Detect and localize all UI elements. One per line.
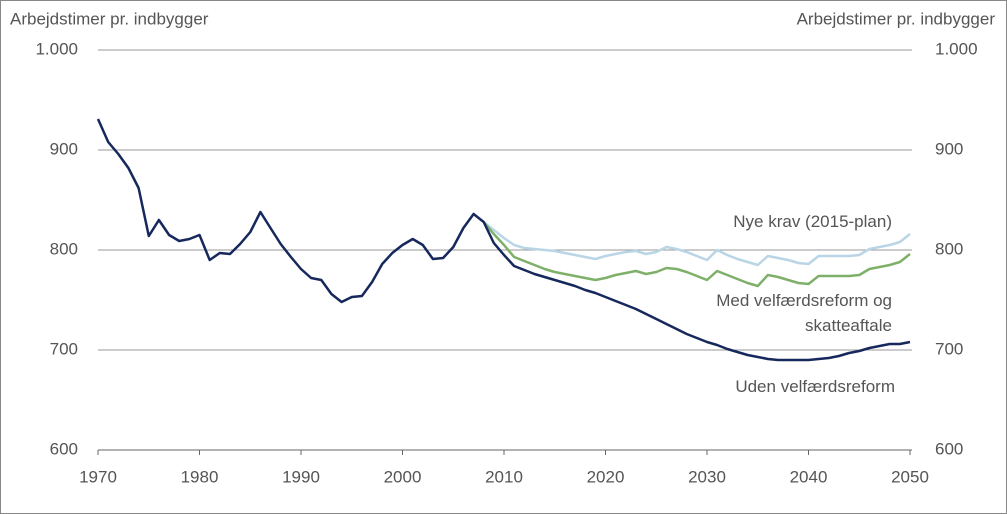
series-label: Uden velfærdsreform [735,377,895,396]
y-axis-label: Arbejdstimer pr. indbygger [10,9,209,28]
x-tick-label: 1980 [181,467,219,486]
y2-tick-label: 600 [935,439,963,458]
y2-tick-label: 900 [935,139,963,158]
x-tick-label: 2020 [587,467,625,486]
x-tick-label: 1990 [282,467,320,486]
y-tick-label: 800 [50,239,78,258]
x-tick-label: 2000 [384,467,422,486]
series-line [482,221,911,267]
x-tick-label: 2040 [790,467,828,486]
x-tick-label: 1970 [79,467,117,486]
series-line [96,118,911,362]
y-tick-label: 900 [50,139,78,158]
y2-tick-label: 700 [935,339,963,358]
x-tick-label: 2050 [891,467,929,486]
series-label: Med velfærdsreform og skatteaftale [716,291,892,335]
y2-tick-label: 1.000 [935,39,978,58]
x-tick-label: 2030 [688,467,726,486]
y-tick-label: 1.000 [35,39,78,58]
y2-axis-label: Arbejdstimer pr. indbygger [797,9,996,28]
y-tick-label: 700 [50,339,78,358]
y-tick-label: 600 [50,439,78,458]
x-tick-label: 2010 [485,467,523,486]
y2-tick-label: 800 [935,239,963,258]
series-line [482,221,911,288]
series-label: Nye krav (2015-plan) [733,212,892,231]
